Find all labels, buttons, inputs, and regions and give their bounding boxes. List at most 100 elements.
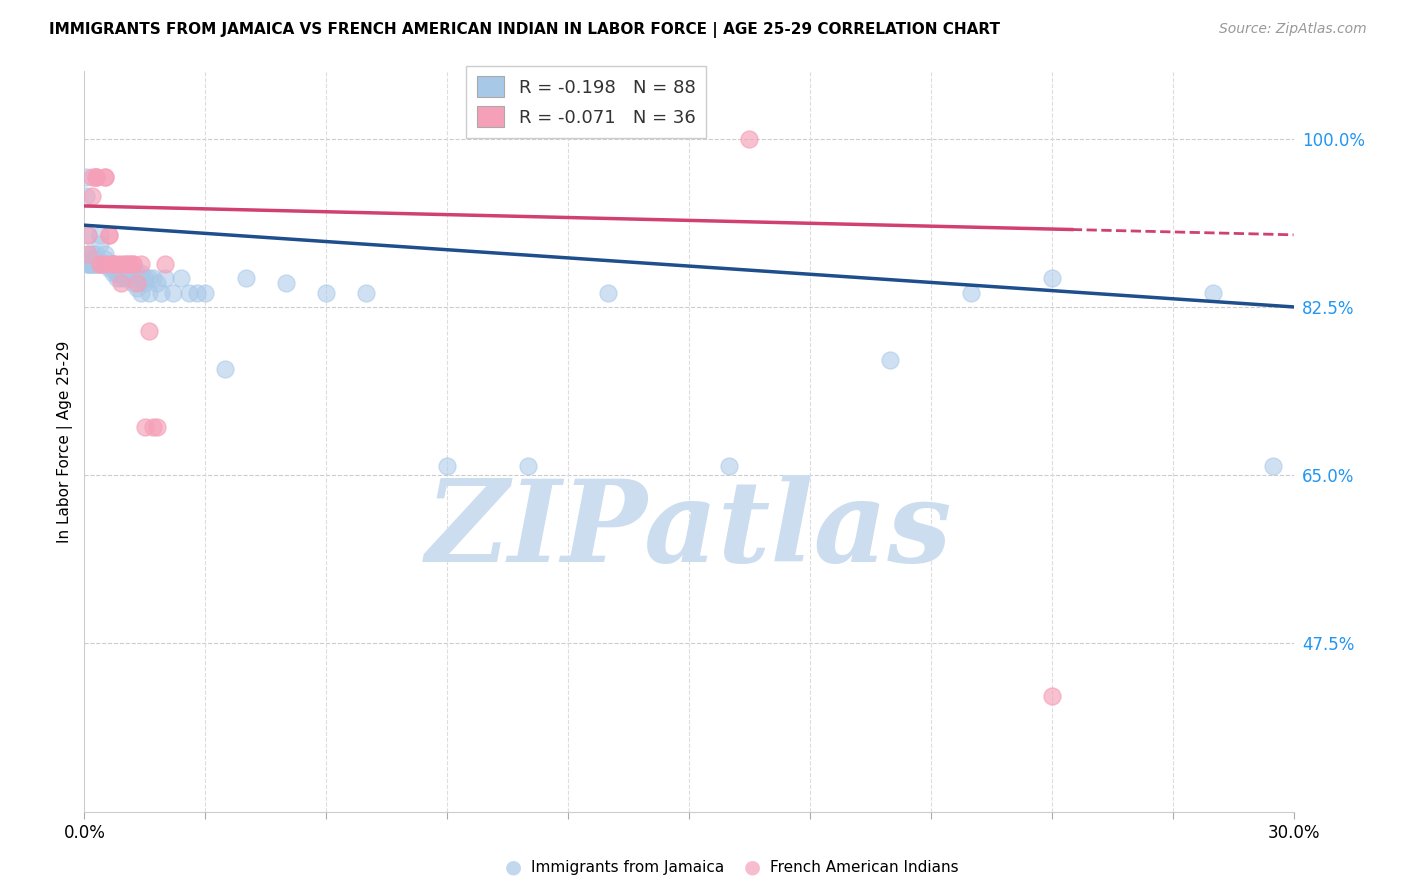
Text: ●: ●: [505, 857, 522, 877]
Point: [121, 276, 143, 290]
Point: [77, 247, 100, 261]
Point: [125, 266, 148, 280]
Point: [110, 271, 132, 285]
Point: [153, 271, 176, 285]
Point: [146, 276, 169, 290]
Point: [118, 257, 141, 271]
Point: [114, 257, 136, 271]
Point: [1040, 690, 1063, 704]
Point: [89, 257, 111, 271]
Text: Immigrants from Jamaica: Immigrants from Jamaica: [531, 860, 724, 874]
Point: [162, 285, 184, 300]
Point: [118, 266, 141, 280]
Point: [138, 271, 160, 285]
Text: Source: ZipAtlas.com: Source: ZipAtlas.com: [1219, 22, 1367, 37]
Point: [114, 271, 136, 285]
Point: [1263, 458, 1285, 473]
Point: [179, 285, 201, 300]
Point: [77, 247, 100, 261]
Point: [93, 252, 115, 266]
Point: [110, 266, 132, 280]
Point: [105, 266, 128, 280]
Point: [93, 247, 115, 261]
Text: ●: ●: [744, 857, 761, 877]
Point: [598, 285, 620, 300]
Point: [86, 252, 108, 266]
Point: [105, 257, 128, 271]
Point: [194, 285, 217, 300]
Point: [170, 271, 193, 285]
Point: [118, 271, 141, 285]
Point: [82, 257, 104, 271]
Point: [89, 237, 111, 252]
Point: [82, 257, 104, 271]
Point: [105, 271, 128, 285]
Point: [214, 362, 236, 376]
Point: [142, 271, 165, 285]
Point: [138, 285, 160, 300]
Point: [101, 257, 124, 271]
Point: [97, 227, 120, 242]
Point: [105, 266, 128, 280]
Point: [97, 261, 120, 276]
Text: French American Indians: French American Indians: [770, 860, 959, 874]
Point: [77, 257, 100, 271]
Point: [93, 170, 115, 185]
Point: [125, 281, 148, 295]
Point: [89, 257, 111, 271]
Point: [82, 257, 104, 271]
Point: [121, 257, 143, 271]
Point: [86, 247, 108, 261]
Point: [121, 257, 143, 271]
Point: [129, 266, 152, 280]
Point: [93, 257, 115, 271]
Point: [153, 257, 176, 271]
Point: [125, 276, 148, 290]
Point: [235, 271, 257, 285]
Point: [93, 170, 115, 185]
Text: IMMIGRANTS FROM JAMAICA VS FRENCH AMERICAN INDIAN IN LABOR FORCE | AGE 25-29 COR: IMMIGRANTS FROM JAMAICA VS FRENCH AMERIC…: [49, 22, 1000, 38]
Point: [114, 266, 136, 280]
Point: [356, 285, 378, 300]
Point: [97, 227, 120, 242]
Point: [186, 285, 208, 300]
Point: [436, 458, 458, 473]
Point: [879, 352, 901, 367]
Point: [101, 257, 124, 271]
Point: [97, 257, 120, 271]
Point: [89, 257, 111, 271]
Point: [77, 257, 100, 271]
Point: [960, 285, 983, 300]
Point: [93, 257, 115, 271]
Point: [110, 257, 132, 271]
Point: [121, 266, 143, 280]
Point: [315, 285, 337, 300]
Text: ZIPatlas: ZIPatlas: [426, 475, 952, 586]
Point: [718, 458, 741, 473]
Point: [82, 247, 104, 261]
Point: [134, 276, 156, 290]
Point: [101, 257, 124, 271]
Point: [82, 252, 104, 266]
Point: [129, 257, 152, 271]
Point: [134, 420, 156, 434]
Point: [101, 257, 124, 271]
Legend: R = -0.198   N = 88, R = -0.071   N = 36: R = -0.198 N = 88, R = -0.071 N = 36: [467, 66, 706, 138]
Point: [274, 276, 297, 290]
Point: [97, 257, 120, 271]
Point: [114, 257, 136, 271]
Point: [142, 420, 165, 434]
Point: [86, 170, 108, 185]
Point: [86, 257, 108, 271]
Point: [82, 170, 104, 185]
Point: [75, 189, 97, 203]
Point: [146, 420, 169, 434]
Point: [75, 170, 97, 185]
Point: [77, 257, 100, 271]
Point: [138, 324, 160, 338]
Point: [110, 266, 132, 280]
Point: [93, 257, 115, 271]
Point: [118, 257, 141, 271]
Point: [86, 257, 108, 271]
Point: [110, 276, 132, 290]
